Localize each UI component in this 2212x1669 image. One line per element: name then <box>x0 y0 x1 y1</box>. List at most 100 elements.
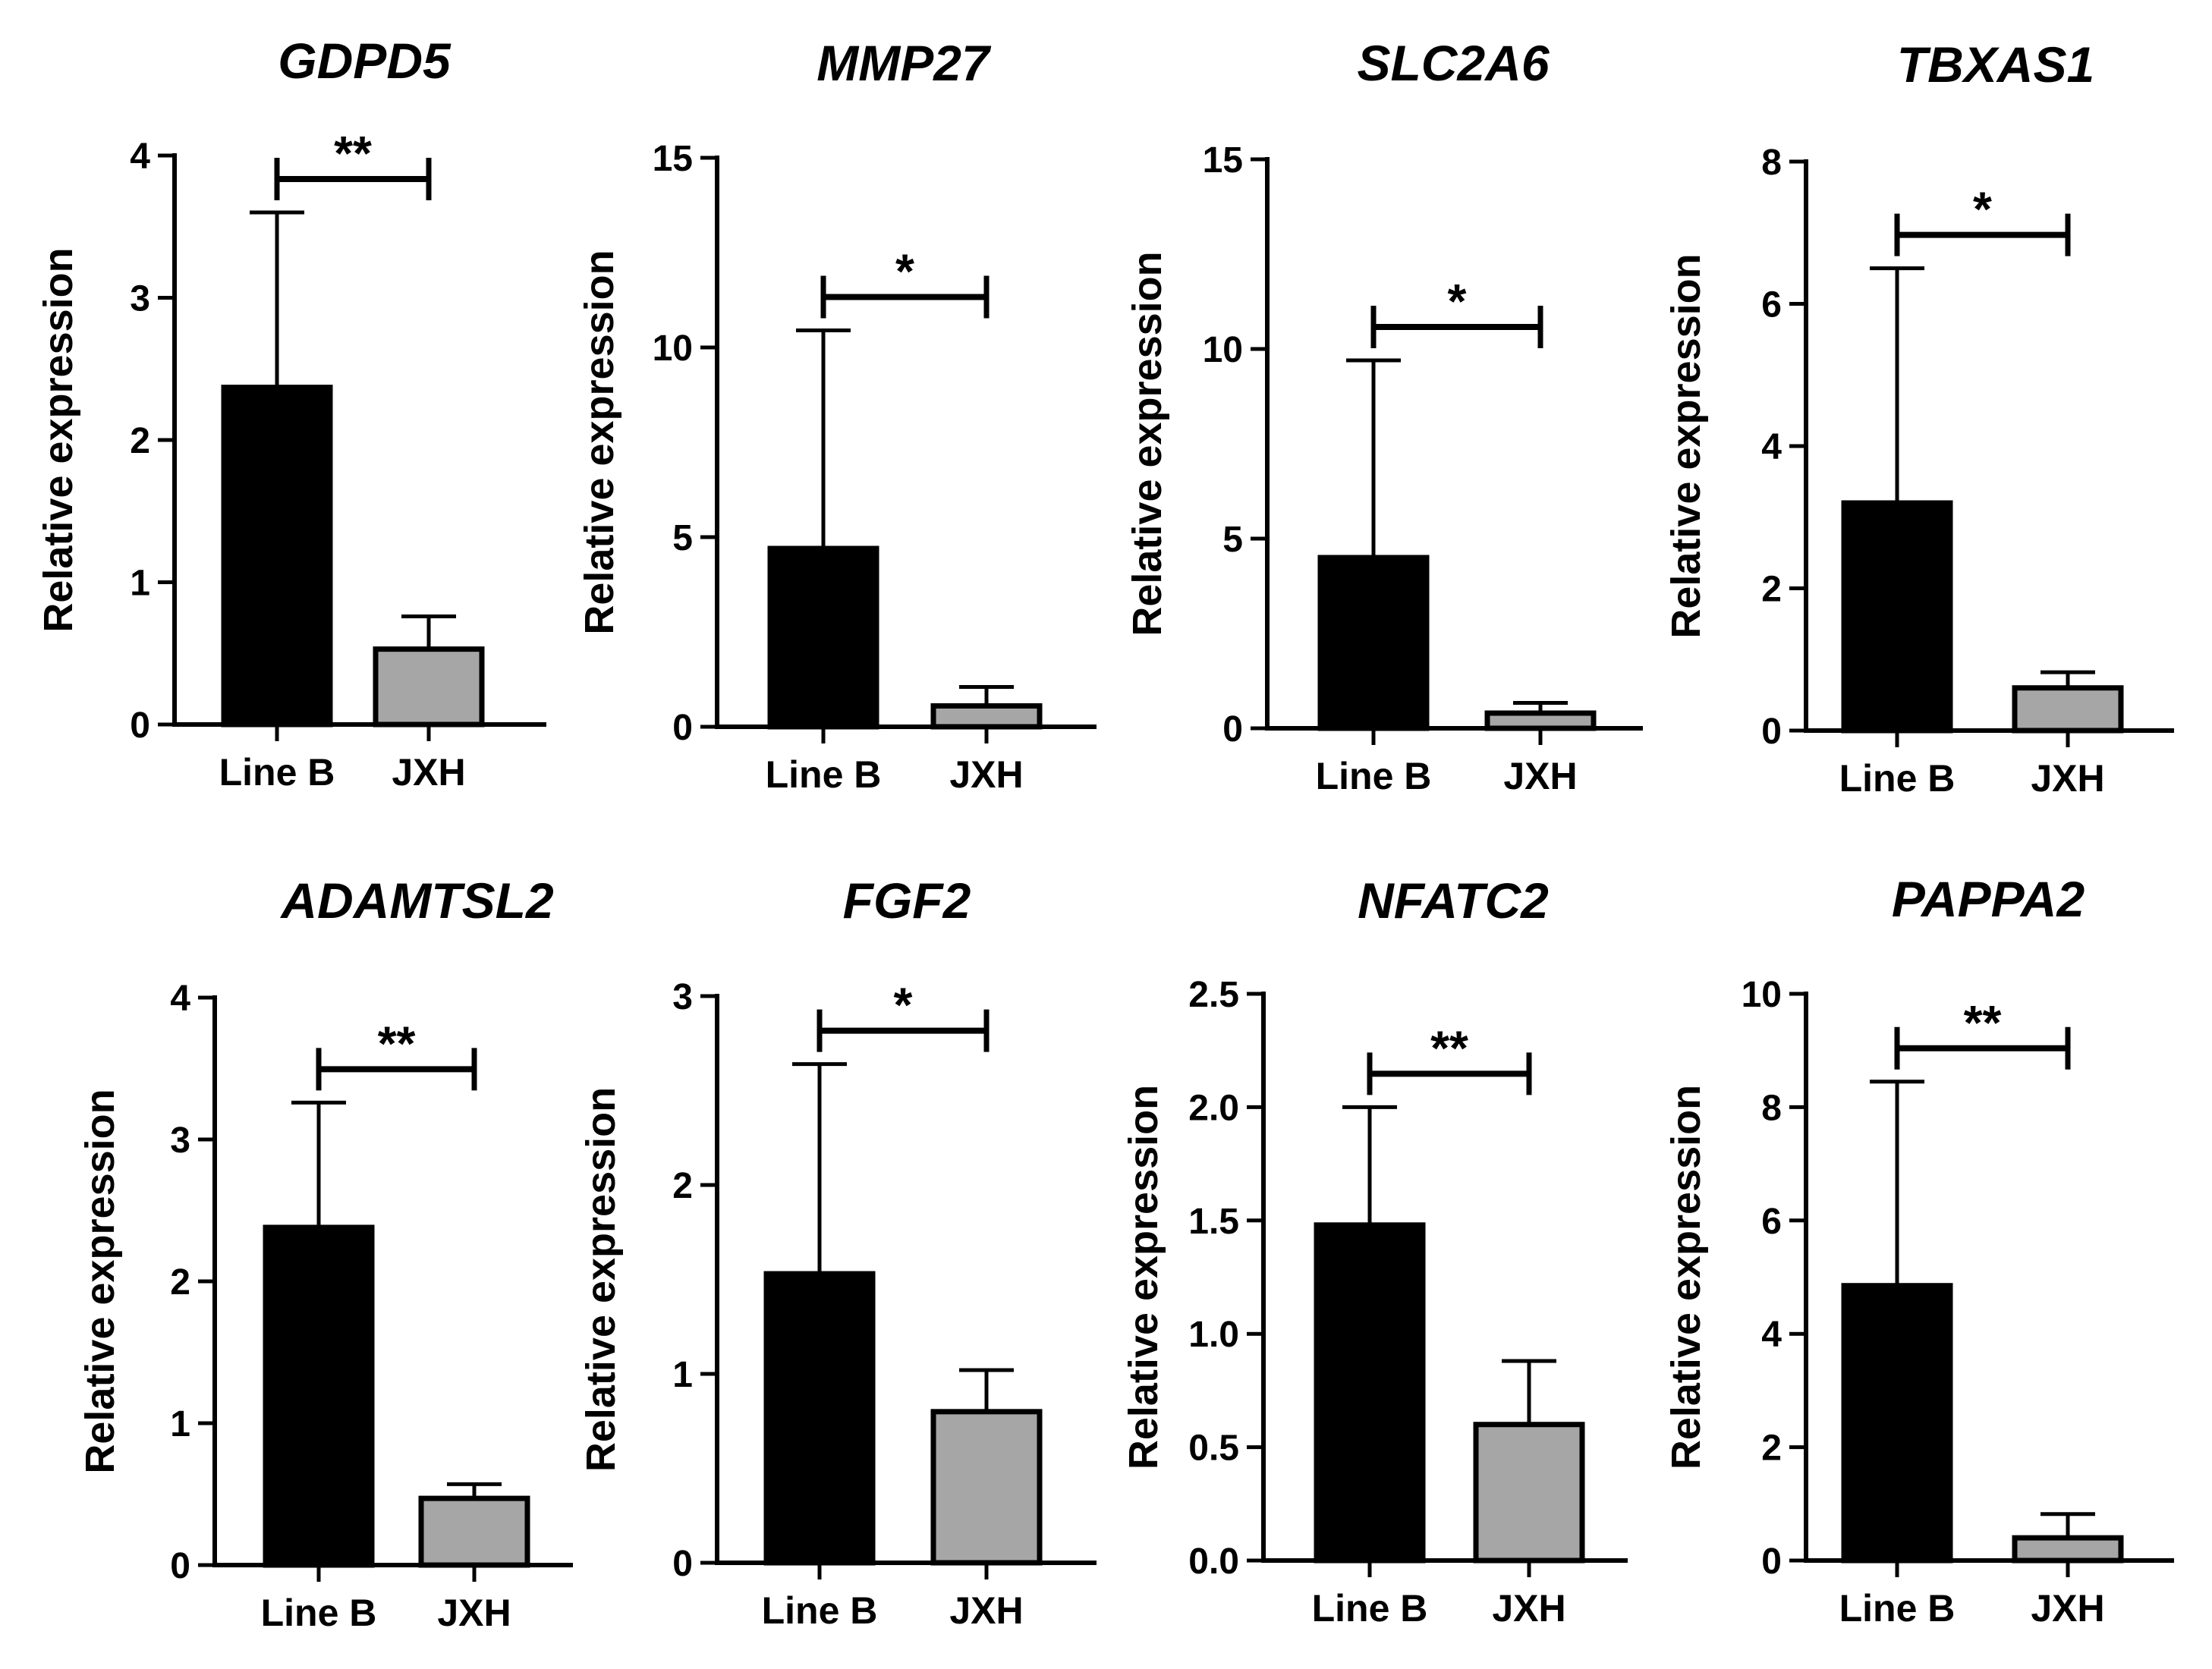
bar-jxh <box>418 1495 530 1568</box>
y-tick-label: 2 <box>170 1262 190 1303</box>
chart-panel-nfatc2: NFATC2 Relative expression 0.0 0.5 1.0 1.5 2.0… <box>1121 872 1628 1630</box>
bar-jxh <box>930 703 1043 730</box>
y-tick-label: 1.0 <box>1188 1315 1239 1355</box>
x-tick-label: Line B <box>219 751 335 794</box>
y-tick-label: 2 <box>1761 570 1782 610</box>
y-tick-label: 1 <box>130 564 150 604</box>
y-tick-label: 0 <box>1222 709 1243 750</box>
bar-line-b <box>263 1224 375 1568</box>
x-tick-label: Line B <box>261 1592 377 1634</box>
chart-title: TBXAS1 <box>1897 36 2094 93</box>
y-tick-label: 4 <box>1761 427 1782 467</box>
chart-title: PAPPA2 <box>1892 871 2085 927</box>
x-tick-label: Line B <box>766 753 882 796</box>
y-axis-label: Relative expression <box>1121 1085 1166 1469</box>
y-tick-label: 0 <box>1761 712 1782 752</box>
y-tick-label: 2 <box>672 1166 693 1206</box>
y-tick-label: 1.5 <box>1188 1202 1239 1242</box>
y-axis-label: Relative expression <box>1663 253 1709 638</box>
x-tick-label: JXH <box>949 753 1023 796</box>
y-tick-label: 3 <box>672 977 693 1017</box>
chart-panel-tbxas1: TBXAS1 Relative expression 0 2 4 6 8 Line B JXH * <box>1663 36 2174 800</box>
y-axis-label: Relative expression <box>77 1089 123 1473</box>
chart-panel-pappa2: PAPPA2 Relative expression 0 2 4 6 8 10 Line B JX… <box>1663 871 2174 1630</box>
y-tick-label: 2 <box>1761 1429 1782 1469</box>
y-tick-label: 0.5 <box>1188 1429 1239 1469</box>
bar-line-b <box>1317 555 1430 731</box>
y-tick-label: 2 <box>130 421 150 461</box>
chart-panel-adamtsl2: ADAMTSL2 Relative expression 0 1 2 3 4 Line B JX… <box>77 872 573 1634</box>
y-tick-label: 0 <box>672 1544 693 1584</box>
bar-line-b <box>767 545 879 730</box>
bar-line-b <box>1314 1222 1426 1564</box>
y-tick-label: 15 <box>653 139 693 179</box>
significance-marker: ** <box>378 1016 416 1070</box>
y-tick-label: 3 <box>130 279 150 319</box>
x-tick-label: Line B <box>1316 755 1432 797</box>
bar-jxh <box>2012 1535 2124 1564</box>
x-tick-label: Line B <box>1839 1587 1956 1630</box>
y-tick-label: 10 <box>653 328 693 369</box>
chart-title: GDPD5 <box>278 33 452 89</box>
y-tick-label: 15 <box>1203 140 1243 181</box>
y-tick-label: 1 <box>672 1355 693 1395</box>
y-axis-label: Relative expression <box>577 250 622 634</box>
chart-title: ADAMTSL2 <box>279 872 554 929</box>
x-tick-label: Line B <box>1839 757 1956 800</box>
y-tick-label: 0 <box>130 706 150 746</box>
y-tick-label: 10 <box>1742 975 1782 1015</box>
bar-jxh <box>930 1409 1043 1566</box>
x-tick-label: JXH <box>949 1589 1023 1632</box>
x-tick-label: JXH <box>392 751 465 794</box>
y-tick-label: 5 <box>1222 520 1243 560</box>
y-tick-label: 1 <box>170 1404 190 1444</box>
y-tick-label: 2.0 <box>1188 1088 1239 1128</box>
bar-line-b <box>763 1271 876 1566</box>
bar-jxh <box>373 646 485 728</box>
significance-marker: * <box>1448 274 1467 328</box>
y-tick-label: 0.0 <box>1188 1542 1239 1582</box>
y-axis-label: Relative expression <box>578 1087 624 1472</box>
y-tick-label: 0 <box>170 1546 190 1586</box>
y-tick-label: 6 <box>1761 1202 1782 1242</box>
significance-marker: ** <box>1964 995 2002 1050</box>
chart-panel-mmp27: MMP27 Relative expression 0 5 10 15 Line B JXH * <box>577 35 1097 796</box>
y-tick-label: 6 <box>1761 285 1782 325</box>
chart-title: MMP27 <box>817 35 992 91</box>
x-tick-label: JXH <box>2031 1587 2104 1630</box>
chart-panel-slc2a6: SLC2A6 Relative expression 0 5 10 15 Line B JXH… <box>1125 35 1643 797</box>
chart-title: SLC2A6 <box>1357 35 1550 91</box>
significance-marker: ** <box>1430 1020 1468 1075</box>
x-tick-label: JXH <box>2031 757 2104 800</box>
x-tick-label: Line B <box>1312 1587 1428 1630</box>
bar-line-b <box>1841 1283 1953 1564</box>
y-tick-label: 8 <box>1761 143 1782 183</box>
y-axis-label: Relative expression <box>36 247 81 632</box>
significance-marker: * <box>895 244 914 299</box>
significance-marker: ** <box>334 126 372 181</box>
bar-jxh <box>2012 685 2124 734</box>
y-tick-label: 5 <box>672 518 693 558</box>
y-tick-label: 8 <box>1761 1088 1782 1128</box>
y-tick-label: 3 <box>170 1121 190 1161</box>
chart-panel-gdpd5: GDPD5 Relative expression 0 1 2 3 4 Line B JXH ** <box>36 33 546 794</box>
x-tick-label: Line B <box>762 1589 878 1632</box>
chart-title: NFATC2 <box>1358 872 1549 929</box>
y-tick-label: 4 <box>1761 1315 1782 1355</box>
y-axis-label: Relative expression <box>1125 251 1170 636</box>
y-tick-label: 4 <box>130 137 150 177</box>
y-axis-label: Relative expression <box>1663 1085 1709 1469</box>
y-tick-label: 4 <box>170 979 190 1019</box>
bar-line-b <box>221 385 333 728</box>
bar-jxh <box>1473 1422 1585 1564</box>
significance-marker: * <box>1973 182 1992 237</box>
x-tick-label: JXH <box>437 1592 511 1634</box>
y-tick-label: 2.5 <box>1188 975 1239 1015</box>
significance-marker: * <box>894 978 913 1033</box>
y-tick-label: 0 <box>1761 1542 1782 1582</box>
chart-title: FGF2 <box>843 872 971 929</box>
bar-line-b <box>1841 500 1953 734</box>
x-tick-label: JXH <box>1503 755 1577 797</box>
y-tick-label: 10 <box>1203 330 1243 370</box>
